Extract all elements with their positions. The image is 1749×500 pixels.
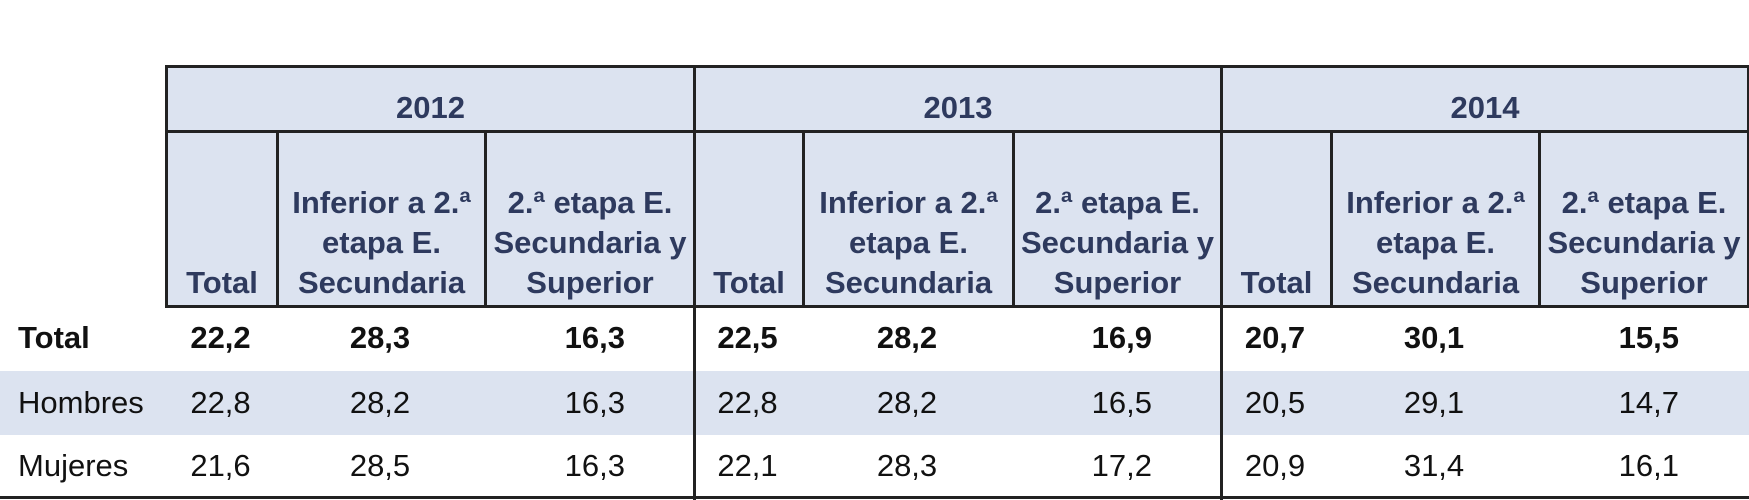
cell-value: 16,3 xyxy=(564,320,625,355)
cell-value: 28,3 xyxy=(349,320,411,355)
row-label: Hombres xyxy=(18,385,144,420)
bottom-rule xyxy=(0,496,1749,499)
cell-value: 22,8 xyxy=(717,385,778,420)
row-label: Total xyxy=(18,320,90,355)
column-header: 2.ª etapa E. Secundaria y Superior xyxy=(1012,130,1223,308)
row-band xyxy=(0,371,1749,435)
column-header: 2.ª etapa E. Secundaria y Superior xyxy=(484,130,696,308)
group-divider xyxy=(1220,305,1223,500)
cell-value: 17,2 xyxy=(1091,448,1152,483)
cell-value: 21,6 xyxy=(190,448,251,483)
year-header: 2013 xyxy=(693,65,1223,133)
cell-value: 22,8 xyxy=(190,385,251,420)
cell-value: 22,5 xyxy=(717,320,778,355)
column-header: Inferior a 2.ª etapa E. Secundaria xyxy=(1330,130,1541,308)
cell-value: 20,5 xyxy=(1244,385,1306,420)
column-header: Total xyxy=(693,130,805,308)
column-header: Total xyxy=(1220,130,1333,308)
row-label: Mujeres xyxy=(18,448,129,483)
column-header: Inferior a 2.ª etapa E. Secundaria xyxy=(276,130,487,308)
year-header: 2012 xyxy=(165,65,696,133)
cell-value: 20,9 xyxy=(1244,448,1306,483)
cell-value: 16,3 xyxy=(564,448,625,483)
cell-value: 16,9 xyxy=(1091,320,1152,355)
cell-value: 14,7 xyxy=(1618,385,1679,420)
cell-value: 22,2 xyxy=(190,320,251,355)
cell-value: 31,4 xyxy=(1403,448,1465,483)
cell-value: 28,3 xyxy=(876,448,938,483)
cell-value: 28,2 xyxy=(876,385,938,420)
cell-value: 29,1 xyxy=(1403,385,1465,420)
cell-value: 28,2 xyxy=(349,385,411,420)
cell-value: 20,7 xyxy=(1244,320,1306,355)
column-header: Inferior a 2.ª etapa E. Secundaria xyxy=(802,130,1015,308)
column-header: Total xyxy=(165,130,279,308)
cell-value: 16,1 xyxy=(1618,448,1679,483)
cell-value: 16,3 xyxy=(564,385,625,420)
column-header: 2.ª etapa E. Secundaria y Superior xyxy=(1538,130,1749,308)
cell-value: 22,1 xyxy=(717,448,778,483)
cell-value: 28,5 xyxy=(349,448,411,483)
cell-value: 28,2 xyxy=(876,320,938,355)
cell-value: 16,5 xyxy=(1091,385,1152,420)
year-header: 2014 xyxy=(1220,65,1749,133)
cell-value: 15,5 xyxy=(1618,320,1679,355)
cell-value: 30,1 xyxy=(1403,320,1465,355)
group-divider xyxy=(693,305,696,500)
